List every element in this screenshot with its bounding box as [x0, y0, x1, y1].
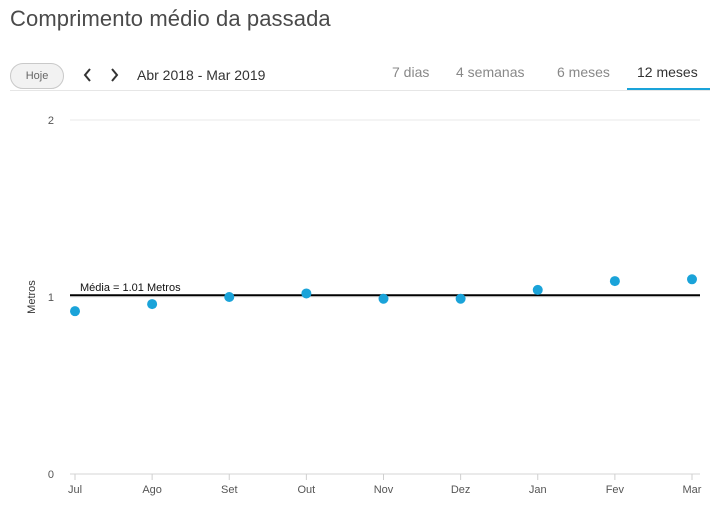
toolbar-divider — [10, 90, 710, 91]
x-tick-label: Jan — [529, 484, 547, 496]
date-range: Abr 2018 - Mar 2019 — [137, 67, 266, 83]
x-tick-label: Ago — [142, 484, 162, 496]
chevron-right-icon[interactable] — [106, 65, 122, 85]
chevron-left-icon[interactable] — [80, 65, 96, 85]
tab-12-meses[interactable]: 12 meses — [637, 64, 698, 80]
data-point — [532, 284, 543, 295]
data-point — [224, 292, 235, 302]
data-point — [70, 306, 80, 317]
x-tick-label: Out — [298, 484, 316, 496]
page-title: Comprimento médio da passada — [10, 6, 331, 31]
x-tick-label: Fev — [606, 484, 625, 496]
toolbar: Hoje Abr 2018 - Mar 2019 7 dias 4 semana… — [0, 60, 725, 92]
x-tick-label: Nov — [374, 484, 394, 496]
tab-4-semanas[interactable]: 4 semanas — [456, 64, 525, 80]
y-tick-label: 0 — [48, 469, 54, 481]
today-button[interactable]: Hoje — [10, 63, 64, 89]
x-tick-label: Set — [221, 484, 238, 496]
stride-length-chart: 0 1 2 Jul Ago Set Out Nov Dez Jan Fev Mar Metros Médi… — [26, 115, 702, 496]
y-axis-label: Metros — [26, 280, 38, 314]
y-tick-label: 2 — [48, 115, 54, 127]
data-point — [455, 293, 466, 304]
tab-7-dias[interactable]: 7 dias — [392, 64, 430, 80]
y-tick-label: 1 — [48, 292, 54, 304]
tab-6-meses[interactable]: 6 meses — [557, 64, 610, 80]
data-point — [147, 299, 158, 310]
active-tab-indicator — [627, 88, 710, 90]
data-point — [378, 293, 389, 304]
average-label: Média = 1.01 Metros — [80, 282, 181, 294]
x-tick-label: Mar — [683, 484, 702, 496]
data-point — [609, 276, 620, 287]
data-point — [687, 274, 697, 285]
x-tick-label: Dez — [451, 484, 471, 496]
data-point — [301, 288, 312, 299]
x-tick-label: Jul — [68, 484, 82, 496]
